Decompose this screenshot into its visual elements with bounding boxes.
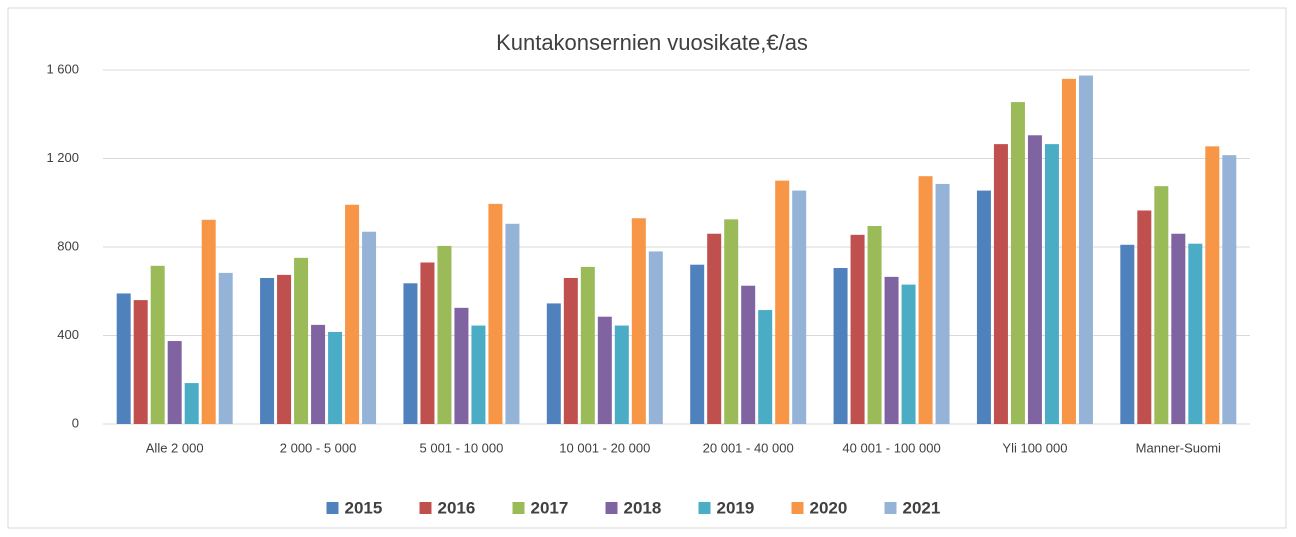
- bar: [648, 251, 663, 424]
- x-tick-label: 2 000 - 5 000: [280, 440, 357, 455]
- legend-swatch: [419, 502, 432, 514]
- bar: [976, 190, 991, 424]
- x-tick-label: Alle 2 000: [146, 440, 204, 455]
- bar: [1137, 210, 1152, 424]
- bar: [707, 233, 722, 424]
- x-tick-label: Manner-Suomi: [1136, 440, 1221, 455]
- bar: [294, 257, 309, 424]
- y-tick-label: 0: [72, 415, 79, 430]
- bar: [1010, 102, 1025, 425]
- bar: [488, 203, 503, 424]
- bar: [1222, 155, 1237, 424]
- legend-swatch: [605, 502, 618, 514]
- legend-label: 2017: [531, 498, 569, 517]
- bar: [505, 223, 520, 424]
- bar: [260, 277, 275, 424]
- bar: [150, 265, 165, 424]
- y-tick-label: 400: [57, 327, 79, 342]
- bar: [345, 204, 360, 424]
- bar: [563, 277, 578, 424]
- legend-swatch: [512, 502, 525, 514]
- bar: [580, 266, 595, 424]
- x-tick-label: Yli 100 000: [1002, 440, 1067, 455]
- bar: [437, 245, 452, 424]
- bar: [1061, 78, 1076, 424]
- bar: [454, 307, 469, 424]
- bar: [1154, 186, 1169, 424]
- bar: [833, 268, 848, 424]
- bar: [935, 183, 950, 424]
- bar: [1044, 144, 1059, 424]
- legend-swatch: [884, 502, 897, 514]
- bar: [471, 325, 486, 424]
- bar: [1078, 75, 1093, 424]
- legend-label: 2020: [810, 498, 848, 517]
- bar: [597, 316, 612, 424]
- bar: [918, 176, 933, 424]
- bar: [1188, 243, 1203, 424]
- y-tick-label: 1 600: [46, 61, 79, 76]
- bar: [1120, 244, 1135, 424]
- y-tick-label: 1 200: [46, 150, 79, 165]
- bar: [901, 284, 916, 424]
- x-tick-label: 5 001 - 10 000: [420, 440, 504, 455]
- bar: [1205, 146, 1220, 425]
- bar: [311, 324, 326, 424]
- bar: [420, 262, 435, 424]
- legend-label: 2016: [438, 498, 476, 517]
- x-tick-label: 40 001 - 100 000: [842, 440, 940, 455]
- legend-label: 2015: [345, 498, 383, 517]
- bar: [614, 325, 629, 424]
- legend-label: 2021: [903, 498, 941, 517]
- bar: [167, 341, 182, 424]
- bar: [184, 383, 199, 424]
- x-tick-label: 20 001 - 40 000: [703, 440, 794, 455]
- bar: [546, 303, 561, 424]
- bar: [775, 180, 790, 424]
- bar: [1171, 233, 1186, 424]
- bar: [724, 219, 739, 424]
- bar: [201, 219, 216, 424]
- legend-swatch: [326, 502, 339, 514]
- bar: [631, 218, 646, 424]
- bar: [741, 285, 756, 424]
- bar: [993, 144, 1008, 424]
- y-tick-label: 800: [57, 238, 79, 253]
- bar: [362, 231, 377, 424]
- x-tick-label: 10 001 - 20 000: [559, 440, 650, 455]
- legend-label: 2018: [624, 498, 662, 517]
- bar: [133, 300, 148, 424]
- bar: [690, 264, 705, 424]
- bar: [850, 234, 865, 424]
- legend-swatch: [698, 502, 711, 514]
- bar: [758, 310, 773, 424]
- legend-swatch: [791, 502, 804, 514]
- bar: [277, 274, 292, 424]
- chart-title: Kuntakonsernien vuosikate,€/as: [496, 30, 808, 55]
- bar: [1027, 135, 1042, 425]
- bar: [403, 283, 418, 424]
- bar: [328, 331, 343, 424]
- bar: [218, 272, 233, 424]
- bar: [792, 190, 807, 424]
- bar: [867, 225, 882, 424]
- bar: [884, 276, 899, 424]
- legend-label: 2019: [717, 498, 755, 517]
- bar: [116, 293, 131, 424]
